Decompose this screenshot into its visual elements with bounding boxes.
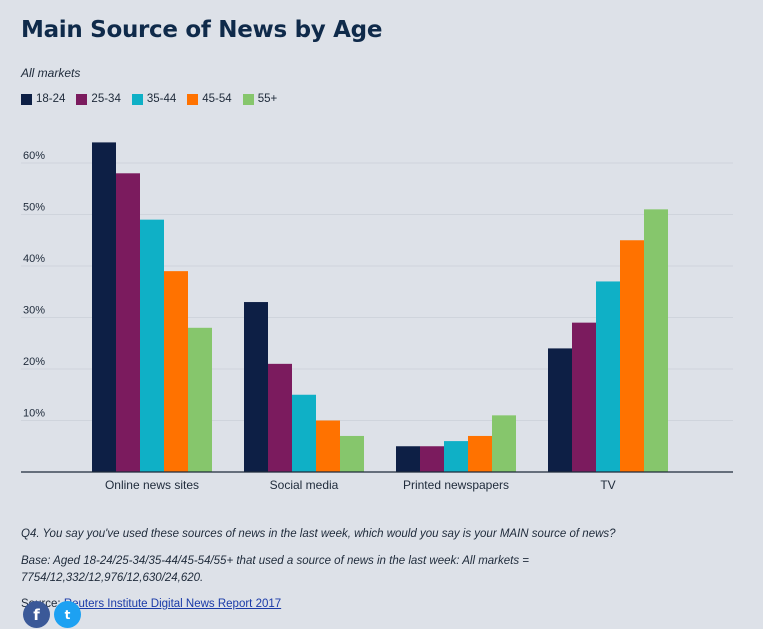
x-tick-label: TV: [600, 478, 615, 492]
legend-label: 55+: [257, 93, 278, 105]
facebook-icon[interactable]: f: [23, 601, 50, 628]
legend-label: 25-34: [91, 93, 121, 105]
bar-35-44-online-news-sites: [140, 219, 164, 472]
legend-swatch: [187, 93, 199, 105]
legend-label: 35-44: [146, 93, 177, 105]
legend-swatch: [242, 93, 254, 105]
x-tick-label: Social media: [270, 478, 339, 492]
bar-45-54-social-media: [316, 420, 340, 472]
bar-35-44-social-media: [292, 394, 316, 472]
legend-label: 18-24: [36, 93, 66, 105]
bar-55+-tv: [644, 209, 668, 472]
legend-label: 45-54: [202, 93, 232, 105]
question-note: Q4. You say you've used these sources of…: [21, 528, 616, 540]
legend: 18-24 25-34 35-44 45-54 55+: [21, 93, 288, 105]
twitter-icon[interactable]: t: [54, 601, 81, 628]
legend-swatch: [21, 93, 32, 105]
legend-swatch: [76, 93, 88, 105]
bar-45-54-online-news-sites: [164, 271, 188, 472]
legend-item-18-24: 18-24: [21, 93, 65, 105]
bar-45-54-printed-newspapers: [468, 435, 492, 472]
legend-swatch: [131, 93, 143, 105]
y-tick-label: 20%: [23, 356, 45, 368]
bar-18-24-printed-newspapers: [396, 446, 420, 472]
bar-18-24-tv: [548, 348, 572, 472]
chart-subtitle: All markets: [21, 66, 81, 80]
bar-25-34-online-news-sites: [116, 173, 140, 473]
y-tick-label: 30%: [23, 305, 45, 317]
bar-18-24-online-news-sites: [92, 142, 116, 472]
legend-item-35-44: 35-44: [131, 93, 177, 105]
legend-item-55+: 55+: [242, 93, 278, 105]
bar-18-24-social-media: [244, 302, 268, 472]
legend-item-25-34: 25-34: [76, 93, 121, 105]
bar-55+-social-media: [340, 435, 364, 472]
y-tick-label: 10%: [23, 408, 45, 420]
legend-item-45-54: 45-54: [187, 93, 232, 105]
bar-25-34-tv: [572, 322, 596, 472]
y-tick-label: 40%: [23, 253, 45, 265]
bar-25-34-printed-newspapers: [420, 446, 444, 472]
y-tick-label: 60%: [23, 150, 45, 162]
base-note: Base: Aged 18-24/25-34/35-44/45-54/55+ t…: [21, 555, 530, 584]
chart-title: Main Source of News by Age: [21, 17, 383, 43]
bar-55+-printed-newspapers: [492, 415, 516, 472]
bar-55+-online-news-sites: [188, 327, 212, 472]
bar-35-44-tv: [596, 281, 620, 472]
bar-45-54-tv: [620, 240, 644, 472]
y-tick-label: 50%: [23, 202, 45, 214]
bar-35-44-printed-newspapers: [444, 441, 468, 472]
bar-25-34-social-media: [268, 363, 292, 472]
x-tick-label: Printed newspapers: [403, 478, 509, 492]
x-tick-label: Online news sites: [105, 478, 199, 492]
source-link[interactable]: Reuters Institute Digital News Report 20…: [63, 598, 282, 610]
